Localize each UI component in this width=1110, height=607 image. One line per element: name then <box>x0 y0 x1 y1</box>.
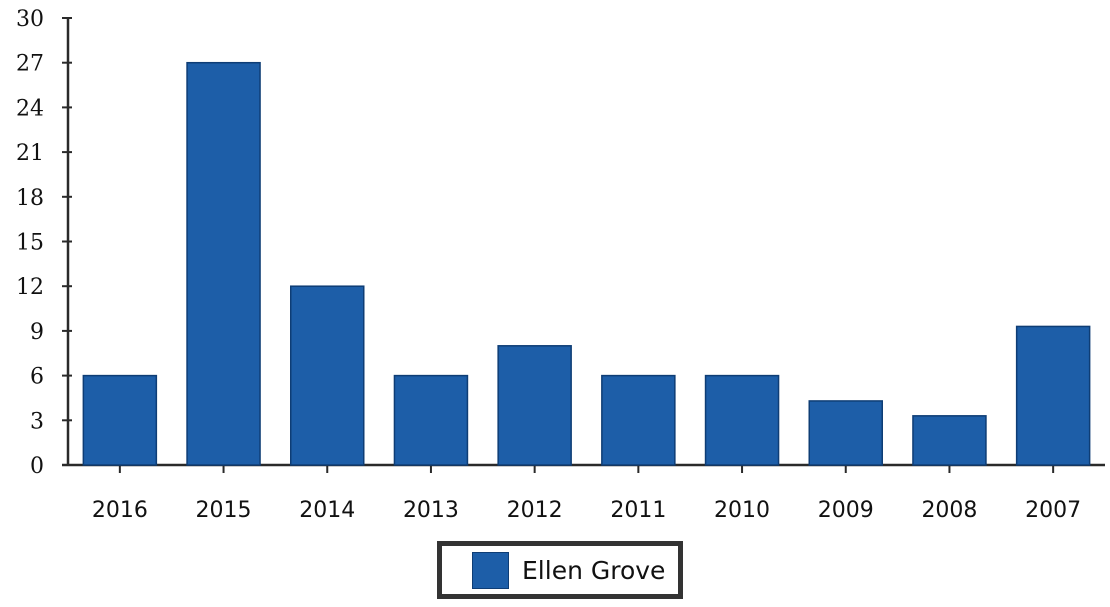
legend: Ellen Grove <box>437 541 683 599</box>
bar-2016 <box>83 376 156 465</box>
x-tick-label: 2014 <box>299 498 355 523</box>
y-tick-label: 9 <box>30 320 44 345</box>
bar-2015 <box>187 63 260 465</box>
x-tick-label: 2008 <box>921 498 977 523</box>
bar-2008 <box>913 416 986 465</box>
bar-2009 <box>809 401 882 465</box>
x-tick-label: 2013 <box>403 498 459 523</box>
y-tick-label: 18 <box>16 186 44 211</box>
x-tick-label: 2007 <box>1025 498 1081 523</box>
bar-2012 <box>498 346 571 465</box>
bar-2007 <box>1017 326 1090 465</box>
x-tick-label: 2012 <box>507 498 563 523</box>
x-tick-label: 2010 <box>714 498 770 523</box>
legend-label: Ellen Grove <box>522 556 665 585</box>
bar-2010 <box>706 376 779 465</box>
y-axis: 0 3 6 9 12 15 18 21 24 27 30 <box>16 7 72 479</box>
bar-2011 <box>602 376 675 465</box>
y-tick-label: 30 <box>16 7 44 32</box>
legend-swatch-ellen-grove <box>472 552 509 589</box>
bar-2014 <box>291 286 364 465</box>
x-tick-label: 2015 <box>196 498 252 523</box>
x-tick-label: 2009 <box>818 498 874 523</box>
y-tick-label: 27 <box>16 52 44 77</box>
y-tick-label: 3 <box>30 409 44 434</box>
bar-2013 <box>394 376 467 465</box>
y-tick-label: 12 <box>16 275 44 300</box>
y-tick-label: 0 <box>30 454 44 479</box>
x-axis: 2016 2015 2014 2013 2012 2011 2010 2009 2008 2007 <box>62 465 1105 523</box>
x-tick-label: 2016 <box>92 498 148 523</box>
y-tick-label: 21 <box>16 141 44 166</box>
y-tick-label: 15 <box>16 231 44 256</box>
x-tick-label: 2011 <box>610 498 666 523</box>
bars <box>83 63 1089 465</box>
y-tick-label: 6 <box>30 365 44 390</box>
y-tick-label: 24 <box>16 96 44 121</box>
